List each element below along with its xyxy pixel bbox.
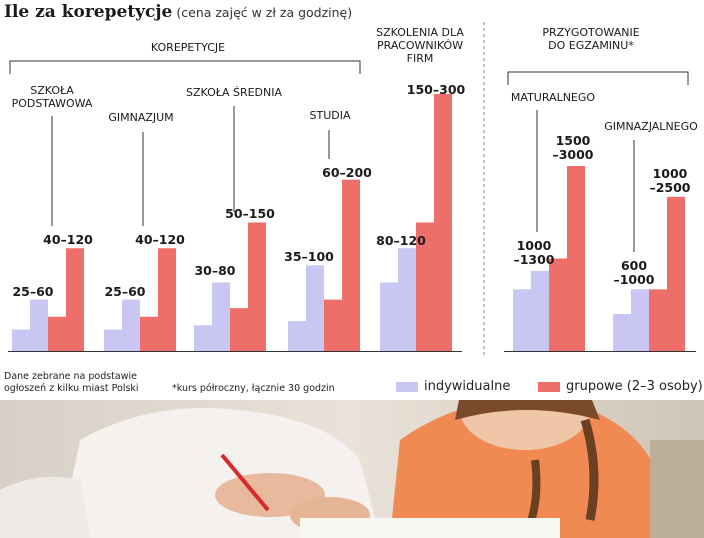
category-label-cat2: GIMNAZJUM [108,111,173,124]
bracket-egzamin [507,71,689,85]
bar-chart: 25–60 40–120 SZKOŁA PODSTAWOWA 25–60 40–120 GI… [8,22,698,358]
group-label-korepetycje: KOREPETYCJE [151,41,225,54]
chart-title: Ile za korepetycje (cena zajęć w zł za go… [4,2,352,22]
bar-cat5-individual-min [380,282,398,351]
legend-swatch-individual [396,381,418,392]
group-label-egzamin: PRZYGOTOWANIE DO EGZAMINU* [542,26,639,52]
value-label-cat6-group: 1500 –3000 [552,133,593,162]
bar-cat5-group-max [434,94,452,351]
bar-cat3-group-min [230,308,248,351]
value-label-cat4-individual: 35–100 [284,249,334,264]
bracket-korepetycje [9,60,361,74]
bar-cat7-individual-max [631,289,649,351]
bar-cat6-group-max [567,166,585,351]
category-label-cat5: SZKOLENIA DLA PRACOWNIKÓW FIRM [376,26,464,65]
tutoring-photo [0,400,704,538]
source-note: Dane zebrane na podstawie ogłoszeń z kil… [4,371,139,395]
bar-cat1-group-max [66,248,84,351]
value-label-cat2-individual: 25–60 [104,284,145,299]
bar-cat4-individual-max [306,265,324,351]
bar-cat6-group-min [549,258,567,351]
category-label-cat7: GIMNAZJALNEGO [604,120,698,133]
footnote: *kurs półroczny, łącznie 30 godzin [172,383,335,394]
legend-swatch-group [538,381,560,392]
bar-cat2-group-min [140,316,158,351]
legend-item-individual: indywidualne [396,379,510,394]
value-label-cat2-group: 40–120 [135,232,185,247]
bar-cat4-individual-min [288,321,306,351]
bar-cat2-individual-min [104,329,122,351]
title-main: Ile za korepetycje [4,2,173,22]
value-label-cat7-group: 1000 –2500 [649,166,690,195]
bar-cat4-group-min [324,299,342,351]
value-label-cat1-individual: 25–60 [12,284,53,299]
legend-label-group: grupowe (2–3 osoby) [566,379,703,394]
value-label-cat7-individual: 600 –1000 [613,258,654,287]
value-label-cat5-group: 150–300 [407,82,466,97]
legend-label-individual: indywidualne [424,379,511,394]
category-label-cat1: SZKOŁA PODSTAWOWA [12,84,93,110]
bar-cat3-group-max [248,222,266,351]
bar-cat3-individual-min [194,325,212,351]
bar-cat1-group-min [48,316,66,351]
title-subtitle: (cena zajęć w zł za godzinę) [176,5,353,20]
bar-cat7-group-min [649,289,667,351]
bar-cat6-individual-max [531,270,549,351]
source-note-line1: Dane zebrane na podstawie [4,371,137,382]
bar-cat3-individual-max [212,282,230,351]
value-label-cat3-group: 50–150 [225,206,275,221]
value-label-cat3-individual: 30–80 [194,263,235,278]
legend-item-group: grupowe (2–3 osoby) [538,379,703,394]
bar-cat1-individual-max [30,299,48,351]
value-label-cat1-group: 40–120 [43,232,93,247]
bar-cat5-group-min [416,222,434,351]
bar-cat2-group-max [158,248,176,351]
value-label-cat4-group: 60–200 [322,165,372,180]
bar-cat7-individual-min [613,314,631,351]
bar-cat6-individual-min [513,289,531,351]
category-label-cat6: MATURALNEGO [511,91,595,104]
bar-cat7-group-max [667,196,685,351]
value-label-cat6-individual: 1000 –1300 [513,238,554,267]
category-label-cat3: SZKOŁA ŚREDNIA [186,86,283,99]
bar-cat2-individual-max [122,299,140,351]
bar-cat5-individual-max [398,248,416,351]
bar-cat4-group-max [342,179,360,351]
bar-cat1-individual-min [12,329,30,351]
source-note-line2: ogłoszeń z kilku miast Polski [4,383,139,394]
category-label-cat4: STUDIA [310,109,351,122]
value-label-cat5-individual: 80–120 [376,233,426,248]
